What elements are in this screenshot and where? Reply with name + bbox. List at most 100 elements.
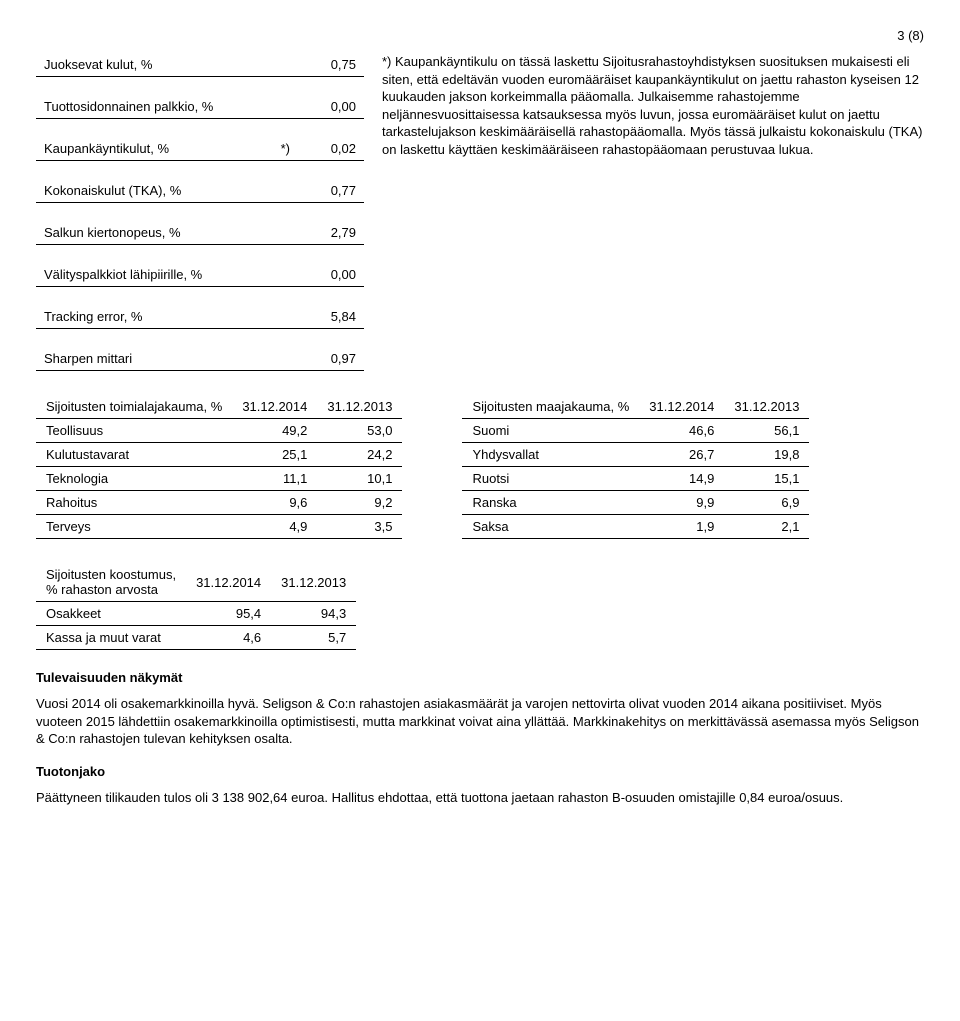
row-label: Terveys (36, 515, 232, 539)
metrics-row: Kokonaiskulut (TKA), % 0,77 (36, 179, 364, 203)
row-value: 95,4 (186, 602, 271, 626)
metric-mark (262, 53, 298, 77)
future-heading: Tulevaisuuden näkymät (36, 670, 924, 685)
metric-label: Kaupankäyntikulut, % (36, 137, 262, 161)
row-value: 4,6 (186, 626, 271, 650)
metric-label: Sharpen mittari (36, 347, 262, 371)
metric-label: Kokonaiskulut (TKA), % (36, 179, 262, 203)
table-row: Kulutustavarat25,124,2 (36, 443, 402, 467)
row-label: Saksa (462, 515, 639, 539)
row-value: 1,9 (639, 515, 724, 539)
col-header: 31.12.2013 (271, 563, 356, 602)
row-value: 3,5 (317, 515, 402, 539)
metric-value: 2,79 (298, 221, 364, 245)
row-value: 5,7 (271, 626, 356, 650)
explanation-text: *) Kaupankäyntikulu on tässä laskettu Si… (382, 53, 924, 158)
row-value: 9,2 (317, 491, 402, 515)
row-value: 53,0 (317, 419, 402, 443)
row-label: Suomi (462, 419, 639, 443)
row-label: Yhdysvallat (462, 443, 639, 467)
metric-value: 0,97 (298, 347, 364, 371)
sector-allocation-table: Sijoitusten toimialajakauma, % 31.12.201… (36, 395, 402, 539)
metrics-row: Sharpen mittari 0,97 (36, 347, 364, 371)
metric-mark (262, 347, 298, 371)
metrics-row: Kaupankäyntikulut, %*)0,02 (36, 137, 364, 161)
spacer-cell (36, 161, 364, 180)
row-value: 6,9 (724, 491, 809, 515)
table-row: Yhdysvallat26,719,8 (462, 443, 809, 467)
metric-value: 0,75 (298, 53, 364, 77)
metric-value: 0,02 (298, 137, 364, 161)
spacer-row (36, 77, 364, 96)
allocation-tables: Sijoitusten toimialajakauma, % 31.12.201… (36, 395, 924, 539)
metric-label: Juoksevat kulut, % (36, 53, 262, 77)
spacer-cell (36, 119, 364, 138)
row-value: 25,1 (232, 443, 317, 467)
composition-title-line1: Sijoitusten koostumus, (46, 567, 176, 582)
table-row: Ruotsi14,915,1 (462, 467, 809, 491)
table-header-row: Sijoitusten maajakauma, % 31.12.2014 31.… (462, 395, 809, 419)
metric-label: Tracking error, % (36, 305, 262, 329)
metrics-row: Salkun kiertonopeus, %2,79 (36, 221, 364, 245)
metric-label: Tuottosidonnainen palkkio, % (36, 95, 262, 119)
table-row: Kassa ja muut varat4,65,7 (36, 626, 356, 650)
row-label: Kulutustavarat (36, 443, 232, 467)
composition-title: Sijoitusten koostumus, % rahaston arvost… (36, 563, 186, 602)
row-label: Kassa ja muut varat (36, 626, 186, 650)
table-row: Rahoitus9,69,2 (36, 491, 402, 515)
metric-mark (262, 221, 298, 245)
top-section: Juoksevat kulut, % 0,75 Tuottosidonnainen … (36, 53, 924, 371)
distribution-text: Päättyneen tilikauden tulos oli 3 138 90… (36, 789, 924, 807)
metric-mark (262, 305, 298, 329)
spacer-cell (36, 287, 364, 306)
col-header: 31.12.2013 (317, 395, 402, 419)
spacer-cell (36, 77, 364, 96)
row-value: 14,9 (639, 467, 724, 491)
row-value: 2,1 (724, 515, 809, 539)
row-value: 15,1 (724, 467, 809, 491)
page-number: 3 (8) (36, 28, 924, 43)
col-header: 31.12.2014 (186, 563, 271, 602)
row-value: 94,3 (271, 602, 356, 626)
metric-value: 5,84 (298, 305, 364, 329)
col-header: 31.12.2014 (639, 395, 724, 419)
spacer-cell (36, 329, 364, 348)
metric-value: 0,00 (298, 95, 364, 119)
metrics-row: Tracking error, % 5,84 (36, 305, 364, 329)
row-value: 24,2 (317, 443, 402, 467)
metric-value: 0,77 (298, 179, 364, 203)
row-value: 26,7 (639, 443, 724, 467)
row-label: Osakkeet (36, 602, 186, 626)
spacer-row (36, 161, 364, 180)
row-value: 11,1 (232, 467, 317, 491)
row-label: Ruotsi (462, 467, 639, 491)
table-header-row: Sijoitusten koostumus, % rahaston arvost… (36, 563, 356, 602)
composition-title-line2: % rahaston arvosta (46, 582, 158, 597)
row-value: 9,9 (639, 491, 724, 515)
row-value: 46,6 (639, 419, 724, 443)
table-header-row: Sijoitusten toimialajakauma, % 31.12.201… (36, 395, 402, 419)
col-header: 31.12.2014 (232, 395, 317, 419)
table-row: Saksa1,92,1 (462, 515, 809, 539)
col-header: 31.12.2013 (724, 395, 809, 419)
sector-title: Sijoitusten toimialajakauma, % (36, 395, 232, 419)
row-value: 9,6 (232, 491, 317, 515)
metric-value: 0,00 (298, 263, 364, 287)
metric-mark (262, 95, 298, 119)
spacer-row (36, 119, 364, 138)
country-title: Sijoitusten maajakauma, % (462, 395, 639, 419)
row-value: 10,1 (317, 467, 402, 491)
row-label: Ranska (462, 491, 639, 515)
table-row: Teollisuus49,253,0 (36, 419, 402, 443)
row-label: Rahoitus (36, 491, 232, 515)
table-row: Terveys4,93,5 (36, 515, 402, 539)
table-row: Suomi46,656,1 (462, 419, 809, 443)
distribution-heading: Tuotonjako (36, 764, 924, 779)
metrics-row: Tuottosidonnainen palkkio, % 0,00 (36, 95, 364, 119)
metrics-table: Juoksevat kulut, % 0,75 Tuottosidonnainen … (36, 53, 364, 371)
table-row: Ranska9,96,9 (462, 491, 809, 515)
spacer-row (36, 287, 364, 306)
spacer-row (36, 203, 364, 222)
country-allocation-table: Sijoitusten maajakauma, % 31.12.2014 31.… (462, 395, 809, 539)
metric-mark: *) (262, 137, 298, 161)
